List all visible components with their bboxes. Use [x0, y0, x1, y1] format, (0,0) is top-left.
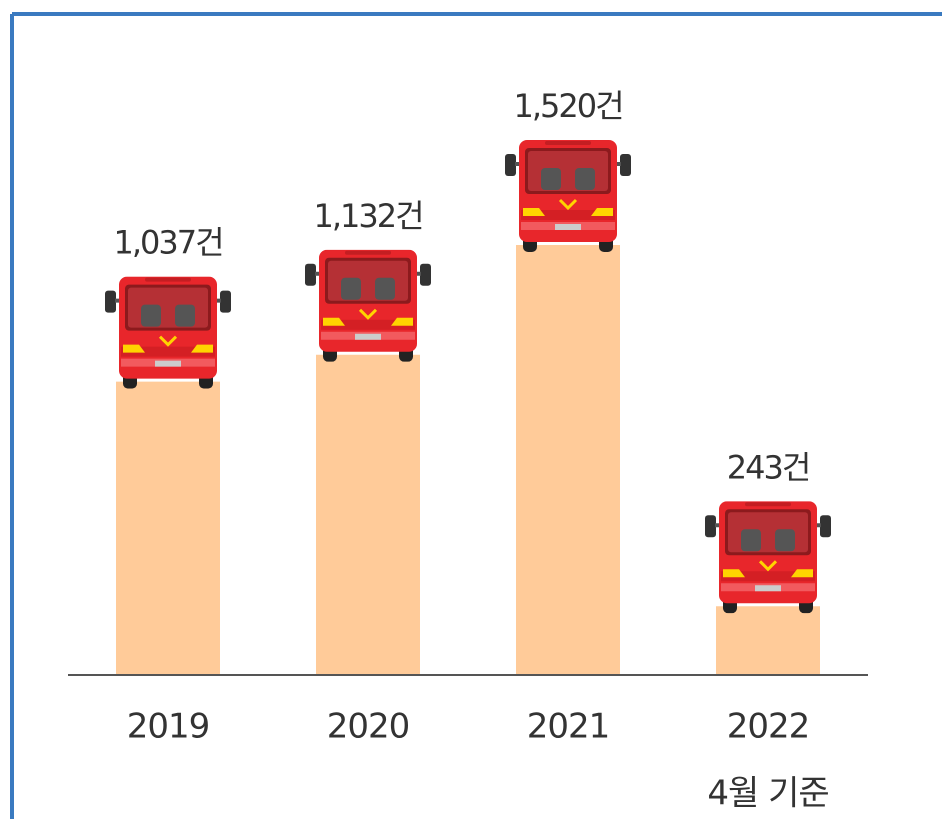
value-label: 1,520건 [513, 87, 622, 125]
x-tick-label: 2022 [727, 707, 810, 747]
value-label: 243건 [727, 448, 810, 486]
x-tick-label: 2020 [327, 707, 410, 747]
value-label: 1,037건 [113, 224, 222, 262]
x-tick-label: 2021 [527, 707, 610, 747]
annotation: 4월 기준 [707, 774, 828, 814]
x-tick-label: 2019 [127, 707, 210, 747]
truck-icon [105, 276, 231, 389]
bar [516, 245, 620, 675]
truck-icon [505, 140, 631, 252]
bar [116, 381, 220, 675]
truck-icon [705, 501, 831, 614]
truck-icon [305, 249, 431, 362]
value-label: 1,132건 [313, 197, 422, 235]
bar [716, 606, 820, 675]
bar [316, 354, 420, 675]
plot-area: 1,037건 2019 1,132건 2020 1,520건 2021 243건 2022 4월… [105, 87, 831, 814]
